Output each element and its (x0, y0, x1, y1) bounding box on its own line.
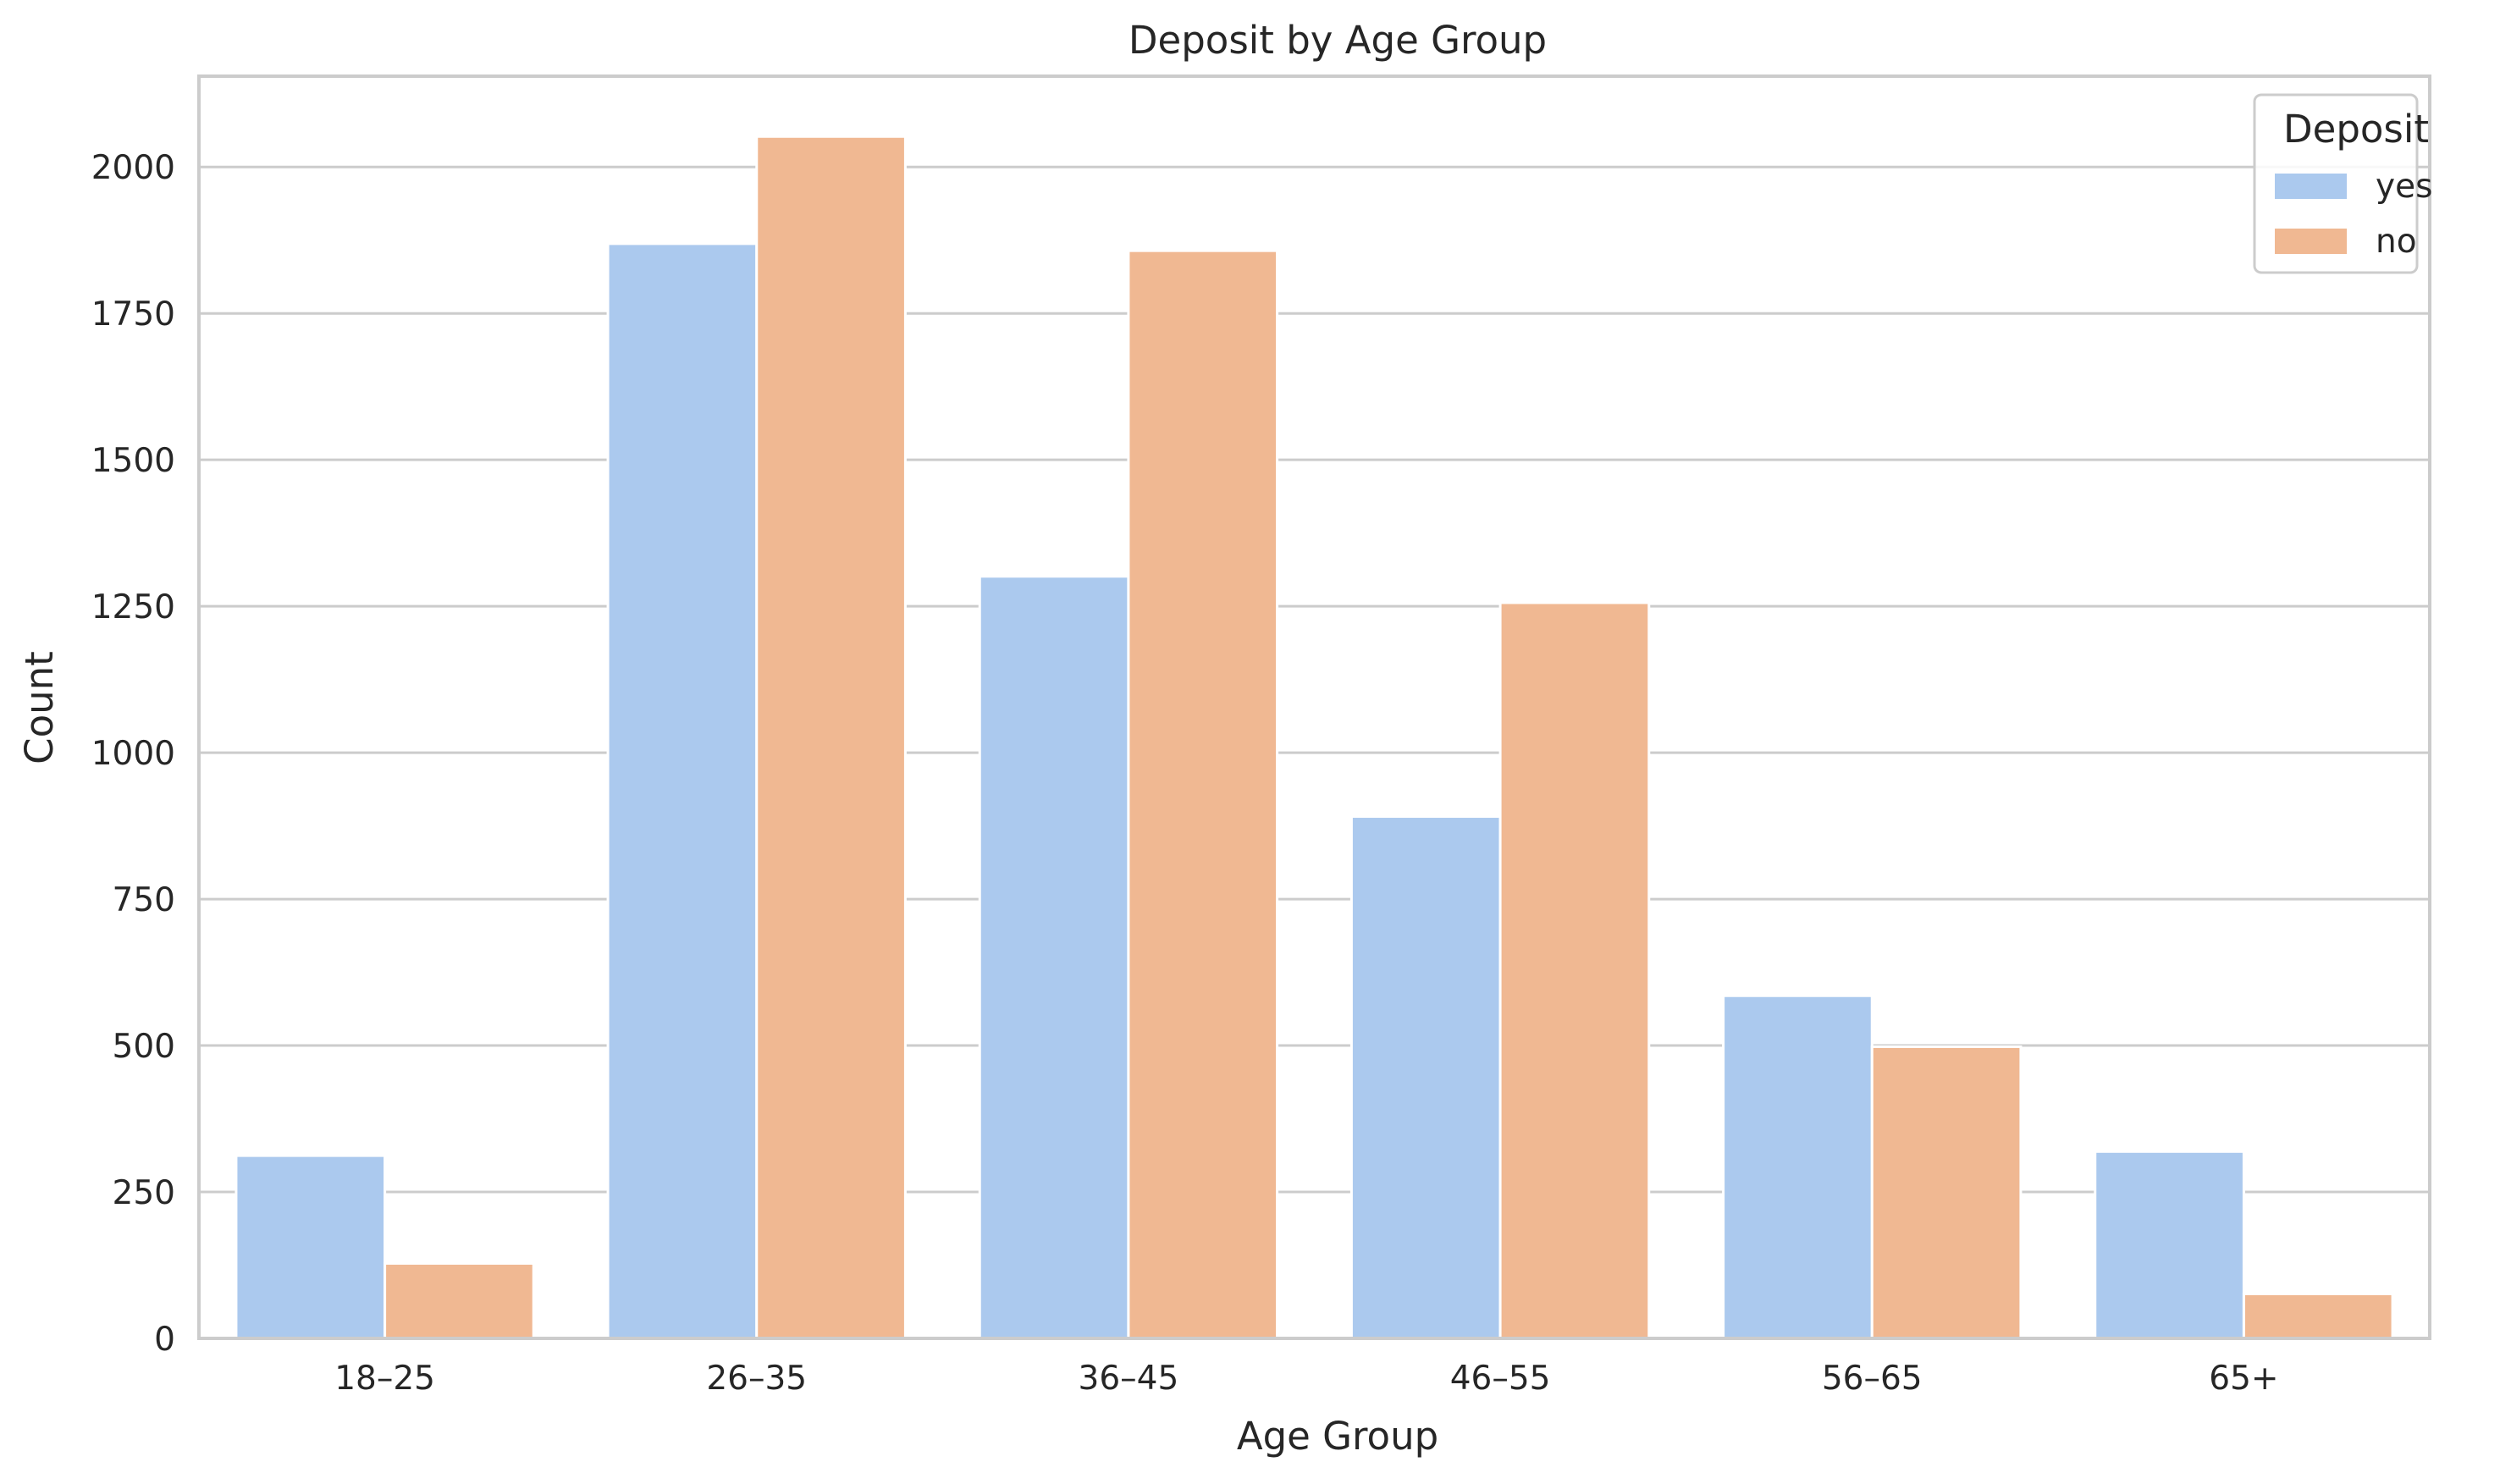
bar-no-1 (755, 135, 907, 1340)
chart-title: Deposit by Age Group (1129, 18, 1547, 63)
y-tick-label: 2000 (91, 149, 175, 187)
y-tick-label: 500 (113, 1028, 175, 1066)
x-axis-label: Age Group (1237, 1414, 1438, 1459)
bar-yes-5 (2094, 1150, 2245, 1340)
legend-label-yes: yes (2376, 168, 2432, 206)
x-tick-labels: 18–25 26–35 36–45 46–55 56–65 65+ (334, 1360, 2278, 1398)
y-tick-label: 1750 (91, 295, 175, 334)
y-tick-label: 1500 (91, 442, 175, 480)
bar-no-0 (384, 1261, 535, 1340)
plot-frame (197, 74, 2431, 1340)
legend-title: Deposit (2283, 107, 2429, 152)
x-tick-label: 26–35 (706, 1360, 807, 1398)
x-tick-label: 18–25 (334, 1360, 435, 1398)
x-tick-label: 56–65 (1822, 1360, 1923, 1398)
bar-no-5 (2242, 1292, 2394, 1340)
x-tick-label: 46–55 (1450, 1360, 1551, 1398)
bar-yes-4 (1722, 994, 1874, 1340)
legend-label-no: no (2376, 223, 2417, 261)
grid-lines (199, 165, 2430, 1340)
y-tick-label: 250 (113, 1174, 175, 1212)
bar-no-2 (1127, 249, 1279, 1340)
legend-swatch-yes (2275, 174, 2347, 199)
legend: Deposit yes no (2253, 93, 2432, 274)
x-tick-label: 65+ (2209, 1360, 2278, 1398)
legend-swatch-no (2275, 229, 2347, 254)
bars (235, 135, 2394, 1340)
y-tick-label: 0 (154, 1321, 175, 1359)
bar-yes-1 (606, 242, 759, 1340)
y-tick-label: 750 (113, 881, 175, 919)
y-tick-label: 1000 (91, 735, 175, 773)
bar-no-3 (1498, 601, 1651, 1340)
x-tick-label: 36–45 (1079, 1360, 1179, 1398)
y-axis-label: Count (17, 651, 62, 764)
bar-yes-2 (978, 575, 1130, 1340)
bar-yes-3 (1349, 815, 1502, 1340)
bar-yes-0 (235, 1154, 387, 1340)
bar-no-4 (1870, 1045, 2023, 1340)
y-tick-labels: 0 250 500 750 1000 1250 1500 1750 2000 (91, 149, 175, 1359)
y-tick-label: 1250 (91, 588, 175, 626)
